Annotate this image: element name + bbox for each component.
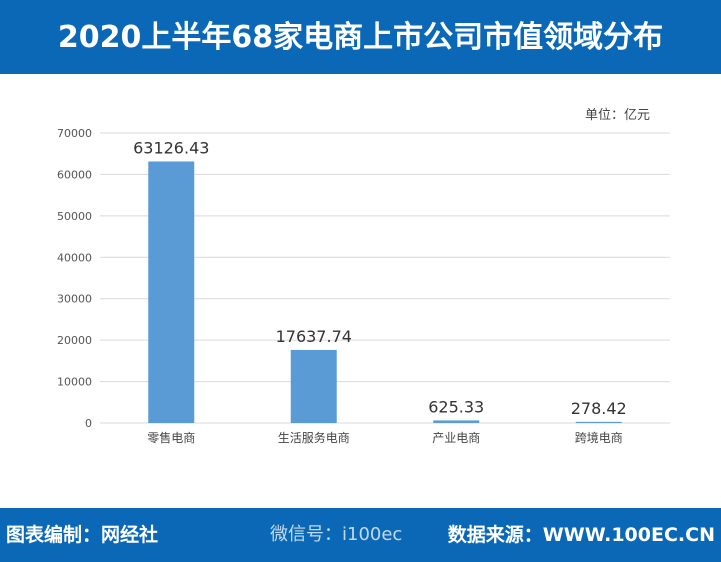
footer: 图表编制：网经社 微信号：i100ec 数据来源：WWW.100EC.CN (0, 508, 721, 562)
data-label: 625.33 (428, 397, 484, 416)
y-tick-label: 10000 (57, 376, 92, 389)
y-tick-label: 20000 (57, 334, 92, 347)
chart-title: 2020上半年68家电商上市公司市值领域分布 (0, 0, 721, 74)
data-source: 数据来源：WWW.100EC.CN (447, 524, 715, 546)
y-tick-label: 0 (85, 417, 92, 430)
x-tick-label: 生活服务电商 (278, 430, 350, 445)
y-tick-label: 50000 (57, 210, 92, 223)
x-tick-label: 跨境电商 (575, 430, 623, 445)
y-tick-label: 60000 (57, 168, 92, 181)
wechat-watermark: 微信号：i100ec (270, 524, 403, 545)
y-tick-label: 30000 (57, 293, 92, 306)
bar (148, 161, 195, 424)
bar (575, 421, 622, 423)
bar (433, 420, 480, 423)
y-tick-label: 40000 (57, 251, 92, 264)
data-label: 63126.43 (133, 138, 209, 157)
x-tick-label: 产业电商 (432, 430, 480, 445)
x-tick-label: 零售电商 (147, 430, 195, 445)
unit-label: 单位：亿元 (585, 108, 651, 123)
data-label: 278.42 (571, 399, 627, 418)
data-label: 17637.74 (276, 327, 352, 346)
y-tick-label: 70000 (57, 127, 92, 140)
editor-credit: 图表编制：网经社 (6, 524, 159, 546)
bar (290, 349, 337, 423)
